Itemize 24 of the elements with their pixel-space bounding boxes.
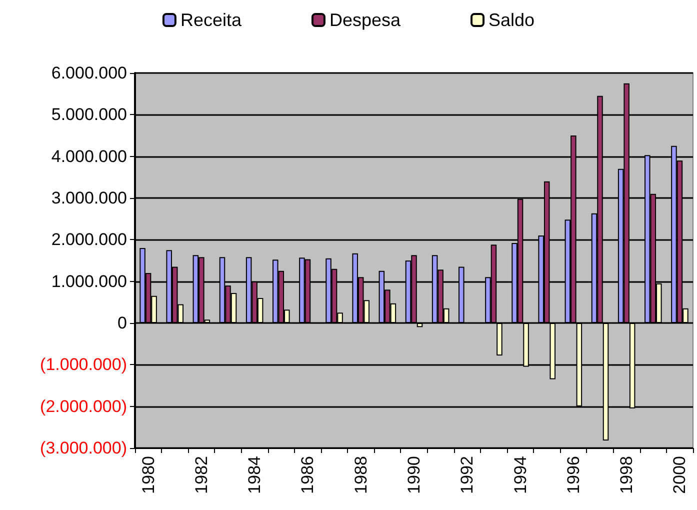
y-tick-label: 2.000.000: [51, 230, 127, 250]
y-tick-label: 0: [118, 314, 127, 332]
legend-label: Receita: [180, 10, 242, 30]
x-tick-label: 1988: [351, 456, 370, 494]
y-tick-label: 6.000.000: [51, 64, 127, 82]
x-tick-label: 2000: [670, 456, 690, 494]
x-tick-label: 1998: [617, 456, 636, 494]
x-tick-label: 1984: [245, 456, 264, 494]
x-tick-label: 1980: [138, 456, 158, 494]
x-tick-label: 1986: [298, 456, 318, 494]
y-tick-label: 1.000.000: [51, 272, 127, 291]
y-tick-label: 4.000.000: [51, 146, 127, 166]
legend-label: Saldo: [488, 10, 535, 30]
y-tick-label: (3.000.000): [40, 438, 127, 458]
y-tick-label: 5.000.000: [51, 105, 127, 124]
y-tick-label: (2.000.000): [40, 396, 127, 416]
x-tick-label: 1992: [458, 456, 477, 494]
x-tick-label: 1982: [192, 456, 211, 494]
legend-label: Despesa: [329, 10, 402, 30]
x-tick-label: 1996: [564, 456, 583, 494]
y-tick-label: (1.000.000): [40, 355, 127, 374]
x-tick-label: 1994: [510, 456, 530, 494]
x-tick-label: 1990: [404, 456, 424, 494]
y-tick-label: 3.000.000: [51, 188, 127, 208]
